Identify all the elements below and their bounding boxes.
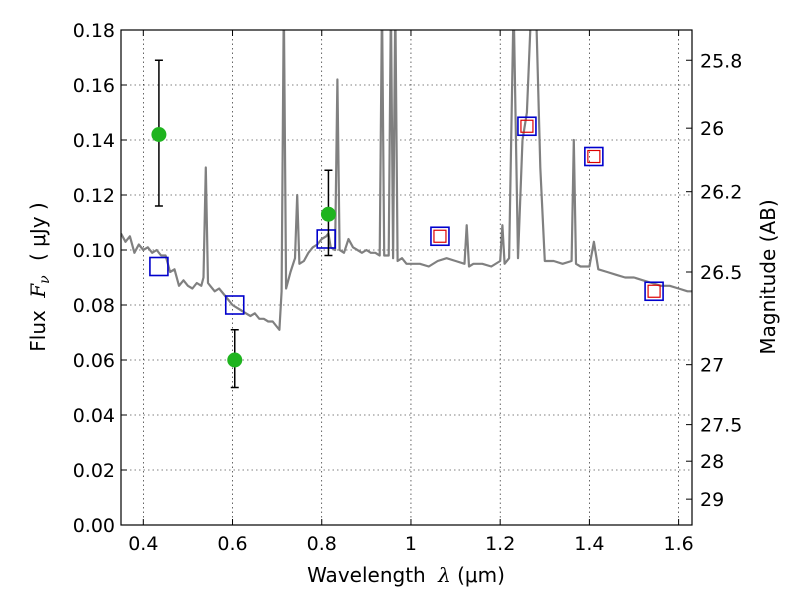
model-square <box>316 229 337 249</box>
y2-axis-label: Magnitude (AB) <box>756 199 780 354</box>
spectrum-line <box>121 30 692 331</box>
y2-tick-label: 27.5 <box>700 415 742 437</box>
y-axis-label: Flux Fν ( μJy ) <box>26 202 54 351</box>
x-tick-label: 1.2 <box>485 533 515 555</box>
measured-point <box>151 127 167 142</box>
y-tick-label: 0.10 <box>73 240 115 262</box>
measured-point <box>227 352 243 368</box>
y-axis-label-text: Flux <box>26 310 50 352</box>
plot-frame <box>120 29 693 526</box>
axes: 0.4 0.6 0.8 1 1.2 1.4 1.6 0.00 0.02 0.04 0.06 0.08 0… <box>73 20 743 555</box>
x-axis-symbol: λ <box>437 563 451 587</box>
grid <box>121 29 692 526</box>
y-tick-label: 0.12 <box>73 185 115 207</box>
model-square <box>430 226 450 247</box>
model-square <box>224 295 245 315</box>
y-tick-label: 0.04 <box>73 405 115 427</box>
x-tick-label: 1.6 <box>664 533 694 555</box>
y-tick-label: 0.02 <box>73 460 115 482</box>
y-axis-symbol-sub: ν <box>37 275 53 284</box>
model-square <box>644 281 664 302</box>
measured-point <box>320 206 336 222</box>
model-square <box>517 116 537 137</box>
y2-tick-label: 27 <box>700 355 724 377</box>
model-square-inner <box>433 229 447 243</box>
y2-tick-label: 29 <box>700 489 724 511</box>
y-tick-label: 0.14 <box>73 130 115 152</box>
y2-tick-label: 25.8 <box>700 50 742 72</box>
y-tick-label: 0.18 <box>73 20 115 42</box>
y2-tick-label: 26.2 <box>700 182 742 204</box>
x-tick-label: 1 <box>405 533 417 555</box>
model-square <box>584 146 604 167</box>
model-square-inner <box>647 284 661 298</box>
x-axis-label-text: Wavelength <box>307 563 426 587</box>
y-tick-label: 0.16 <box>73 75 115 97</box>
y2-tick-label: 26 <box>700 118 724 140</box>
y-tick-label: 0.06 <box>73 350 115 372</box>
y-axis-symbol: F <box>26 283 50 299</box>
x-tick-label: 0.8 <box>307 533 337 555</box>
x-axis-label: Wavelength λ (μm) <box>307 563 505 587</box>
x-tick-label: 1.4 <box>574 533 604 555</box>
model-square-inner <box>587 149 601 164</box>
plot-background <box>121 30 692 525</box>
model-square <box>149 256 169 277</box>
y-tick-label: 0.00 <box>73 515 115 537</box>
x-tick-label: 0.4 <box>128 533 158 555</box>
plot-area <box>121 30 692 389</box>
model-square-inner <box>520 119 534 133</box>
y2-tick-label: 28 <box>700 451 724 473</box>
x-tick-label: 0.6 <box>217 533 247 555</box>
y2-tick-label: 26.5 <box>700 262 742 284</box>
y-axis-unit: ( μJy ) <box>26 202 50 261</box>
y-tick-label: 0.08 <box>73 295 115 317</box>
x-axis-unit: (μm) <box>457 563 505 587</box>
